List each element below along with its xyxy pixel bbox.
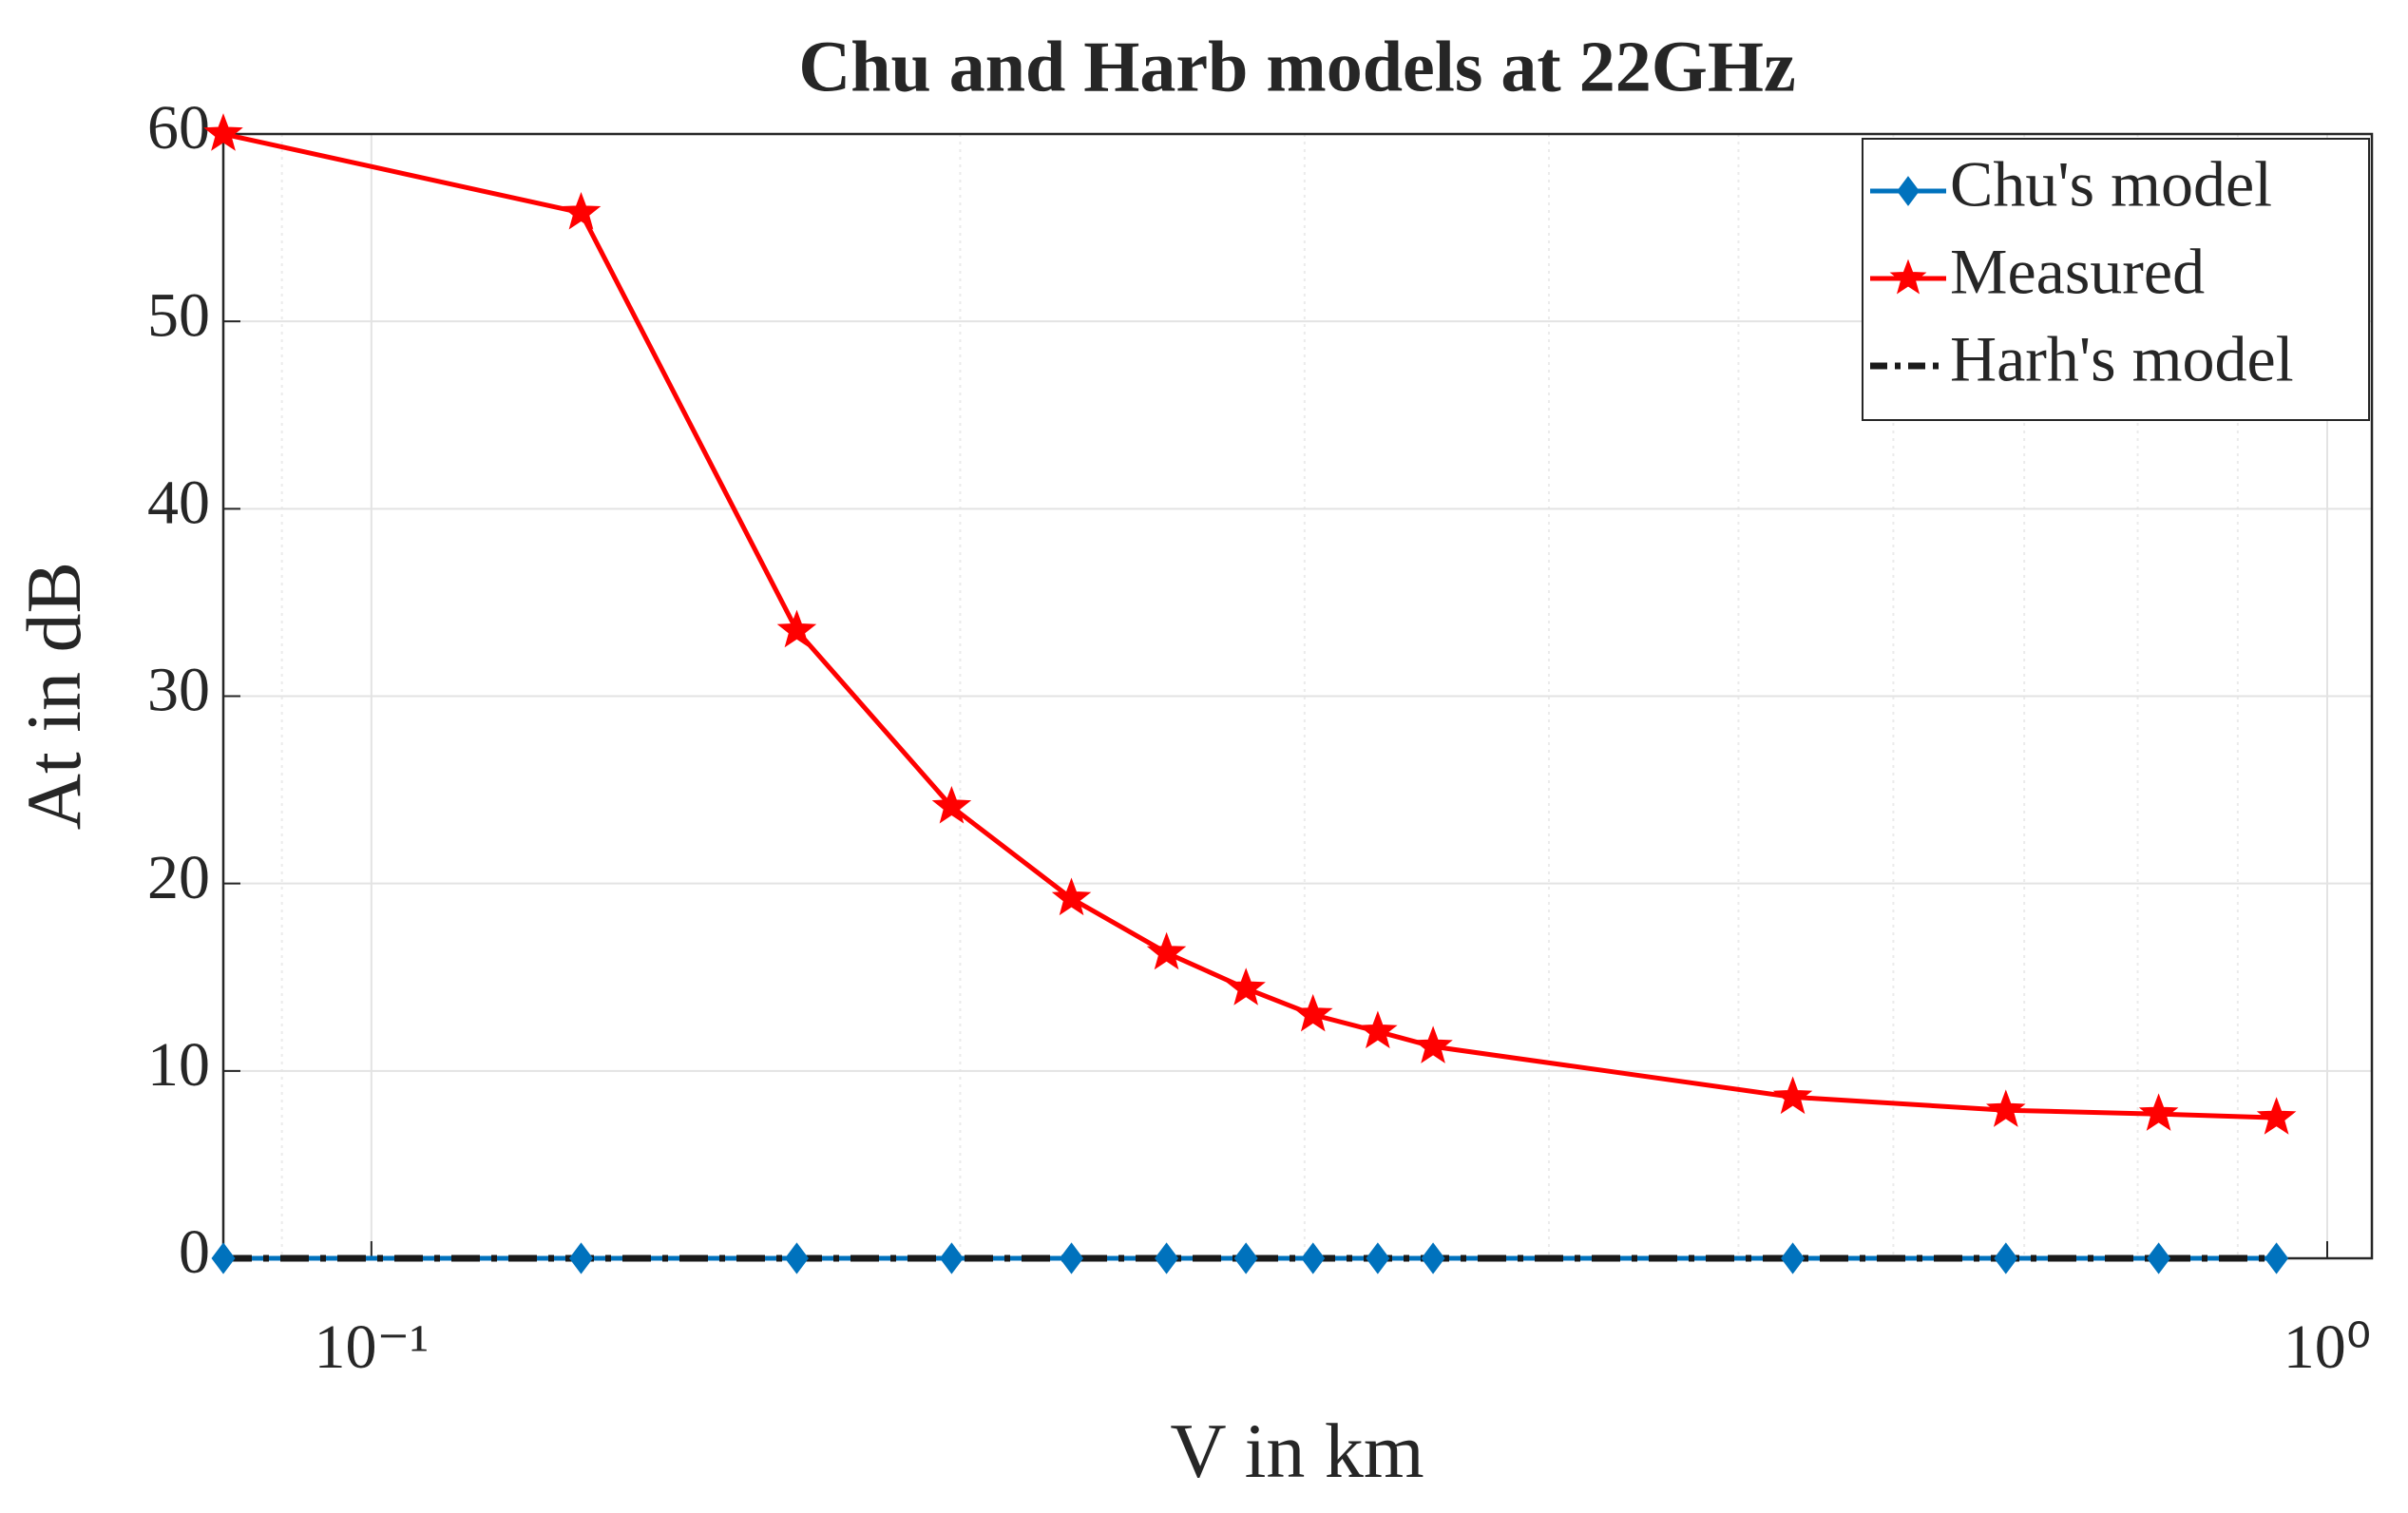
legend-label: Measured <box>1950 236 2205 308</box>
legend-label: Chu's model <box>1950 148 2272 220</box>
y-tick-label: 60 <box>147 93 210 163</box>
data-point <box>2147 1242 2171 1274</box>
data-point <box>568 1242 593 1274</box>
y-tick-label: 0 <box>179 1217 210 1287</box>
data-point <box>1292 993 1333 1032</box>
legend-marker <box>1889 259 1927 295</box>
data-point <box>776 609 817 648</box>
data-point <box>1060 1242 1084 1274</box>
y-tick-label: 20 <box>147 843 210 912</box>
legend-label: Harh's model <box>1950 323 2294 395</box>
y-tick-label: 40 <box>147 468 210 537</box>
data-point <box>1226 967 1266 1005</box>
legend-marker <box>1897 176 1920 206</box>
y-tick-label: 50 <box>147 280 210 350</box>
data-point <box>1233 1242 1258 1274</box>
data-point <box>1301 1242 1326 1274</box>
series-line <box>222 131 2277 1120</box>
data-point <box>1421 1242 1445 1274</box>
data-point <box>1985 1089 2026 1127</box>
x-tick-label: 10⁰ <box>2284 1312 2371 1382</box>
data-point <box>2256 1097 2297 1135</box>
y-tick-label: 30 <box>147 656 210 725</box>
data-point <box>1155 1242 1179 1274</box>
data-point <box>2265 1242 2289 1274</box>
data-point <box>1781 1242 1806 1274</box>
data-point <box>1772 1076 1813 1115</box>
x-tick-label: 10⁻¹ <box>315 1312 430 1382</box>
y-axis-label: At in dB <box>10 562 97 830</box>
data-point <box>1358 1010 1398 1049</box>
legend-box <box>1862 138 2370 421</box>
data-point <box>1413 1025 1453 1063</box>
data-point <box>939 1242 964 1274</box>
data-point <box>2138 1093 2179 1131</box>
data-point <box>784 1242 809 1274</box>
data-point <box>1051 877 1092 916</box>
data-point <box>1994 1242 2018 1274</box>
data-point <box>931 785 972 824</box>
data-point <box>561 191 602 230</box>
x-axis-label: V in km <box>1170 1408 1424 1494</box>
y-tick-label: 10 <box>147 1030 210 1100</box>
data-point <box>203 113 243 151</box>
data-point <box>211 1242 236 1274</box>
chart-title: Chu and Harb models at 22GHz <box>798 27 1795 106</box>
data-point <box>1146 931 1187 970</box>
data-point <box>1366 1242 1390 1274</box>
